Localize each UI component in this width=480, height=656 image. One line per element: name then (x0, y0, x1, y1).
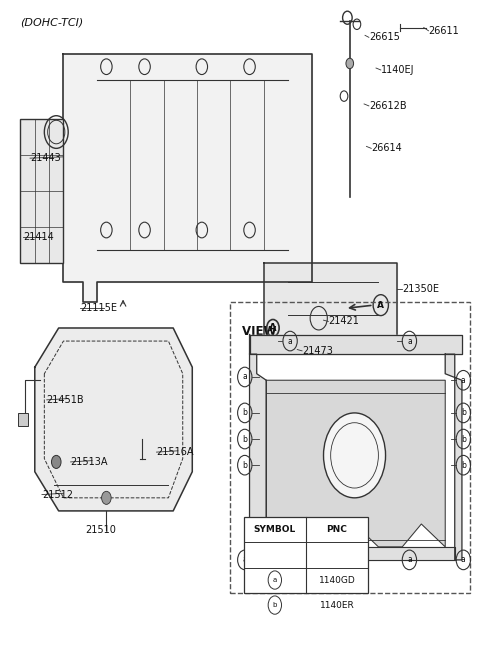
Text: b: b (461, 434, 466, 443)
Text: 1140ER: 1140ER (320, 601, 354, 609)
Circle shape (51, 455, 61, 468)
Text: A: A (269, 323, 276, 333)
Text: A: A (377, 300, 384, 310)
Text: 21443: 21443 (30, 153, 61, 163)
Polygon shape (250, 335, 266, 560)
Text: a: a (242, 556, 247, 564)
Text: a: a (288, 337, 292, 346)
Polygon shape (63, 54, 312, 302)
Circle shape (102, 491, 111, 504)
Text: b: b (461, 461, 466, 470)
Text: a: a (242, 373, 247, 382)
Text: a: a (461, 376, 466, 385)
Text: b: b (242, 434, 247, 443)
Text: 21512: 21512 (42, 489, 73, 500)
Text: b: b (242, 409, 247, 417)
Bar (21, 119, 63, 262)
Polygon shape (264, 262, 397, 348)
Text: 1140EJ: 1140EJ (381, 65, 414, 75)
Polygon shape (445, 354, 462, 560)
Text: 21421: 21421 (328, 316, 359, 327)
Text: 21510: 21510 (85, 525, 116, 535)
Circle shape (346, 58, 354, 69)
Text: 21473: 21473 (302, 346, 333, 356)
Text: 21350E: 21350E (402, 284, 439, 294)
Text: a: a (273, 577, 277, 583)
Bar (229, 302, 470, 592)
Text: 21115E: 21115E (80, 304, 117, 314)
Text: 26612B: 26612B (369, 101, 407, 111)
Text: 1140GD: 1140GD (319, 575, 355, 584)
Circle shape (324, 413, 385, 498)
Text: (DOHC-TCI): (DOHC-TCI) (21, 18, 84, 28)
Polygon shape (257, 547, 455, 560)
Text: 26614: 26614 (371, 144, 402, 154)
Polygon shape (266, 380, 445, 547)
Bar (244, 518, 368, 592)
Text: VIEW: VIEW (242, 325, 281, 338)
Text: 21451B: 21451B (47, 395, 84, 405)
Text: 26611: 26611 (429, 26, 459, 36)
Text: a: a (407, 337, 412, 346)
Text: 21513A: 21513A (71, 457, 108, 467)
Text: b: b (242, 461, 247, 470)
Text: PNC: PNC (326, 525, 348, 535)
Text: SYMBOL: SYMBOL (254, 525, 296, 535)
Text: 21516A: 21516A (156, 447, 194, 457)
Text: a: a (407, 556, 412, 564)
Text: a: a (461, 556, 466, 564)
Text: 26615: 26615 (369, 32, 400, 43)
Polygon shape (250, 335, 462, 354)
Bar (18, 413, 28, 426)
Text: b: b (352, 556, 357, 564)
Text: 21414: 21414 (23, 232, 54, 241)
Polygon shape (35, 328, 192, 511)
Text: b: b (273, 602, 277, 608)
Text: b: b (461, 409, 466, 417)
